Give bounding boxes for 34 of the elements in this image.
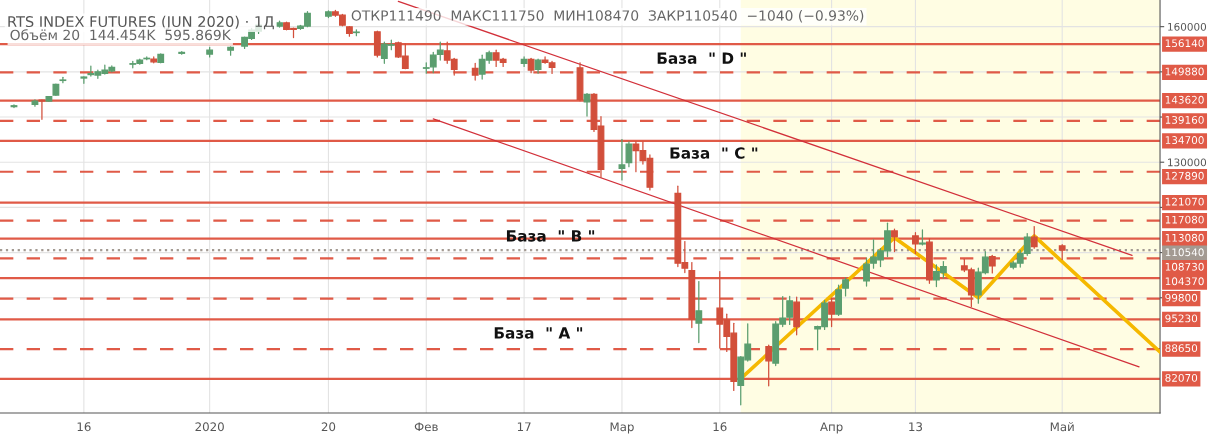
x-tick-label: Мар: [610, 422, 634, 434]
ref-line-label: 108730: [1165, 262, 1204, 271]
annotation: ОТКР111490 МАКС111750 МИН108470 ЗАКР110540 −1040 (−0.93%): [351, 10, 864, 23]
annotation: База " C ": [670, 147, 758, 159]
x-tick-label: Апр: [820, 422, 843, 434]
ref-line-label: 143620: [1165, 95, 1204, 104]
x-tick-label: Фев: [414, 422, 438, 432]
y-tick-label: 130000: [1168, 158, 1207, 167]
ref-line-label: 110540: [1165, 248, 1204, 257]
x-tick-label: 13: [909, 422, 923, 432]
ref-line-label: 113080: [1165, 233, 1204, 242]
ref-line-label: 88650: [1165, 344, 1198, 353]
x-tick-label: 2020: [195, 422, 224, 432]
annotation: База " A ": [494, 327, 583, 339]
x-tick-label: 17: [517, 422, 531, 431]
ref-line-label: 117080: [1165, 215, 1204, 224]
x-tick-label: Май: [1050, 422, 1074, 432]
y-tick-label: 160000: [1168, 22, 1207, 31]
ref-line-label: 127890: [1165, 171, 1204, 180]
annotation: База " D ": [657, 52, 746, 64]
ref-line-label: 149880: [1165, 67, 1204, 76]
ref-line-label: 104370: [1165, 277, 1204, 286]
ref-line-label: 82070: [1165, 373, 1198, 382]
x-tick-label: 20: [321, 422, 336, 432]
ref-line-label: 99800: [1165, 293, 1198, 302]
ref-line-label: 121070: [1165, 197, 1204, 206]
ref-line-label: 95230: [1165, 314, 1198, 323]
x-tick-label: 16: [713, 422, 727, 432]
text: RTS INDEX FUTURES (JUN 2020) · 1Д: [8, 15, 274, 30]
ref-line-label: 139160: [1165, 115, 1204, 124]
annotation: Объём 20 144.454K 595.869K: [10, 29, 232, 41]
ref-line-label: 156140: [1165, 39, 1204, 48]
ref-line-label: 134700: [1165, 136, 1204, 144]
x-tick-label: 16: [77, 422, 91, 432]
